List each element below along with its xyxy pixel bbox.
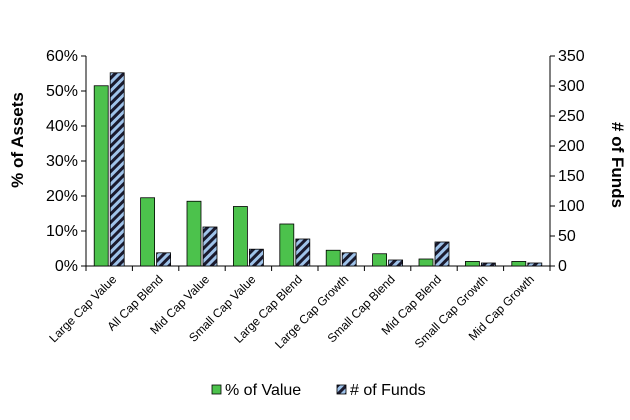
right-tick-label: 50 [558, 228, 576, 245]
bar-num-funds [527, 262, 543, 267]
bar-num-funds [109, 72, 125, 267]
bar-num-funds [202, 226, 218, 267]
bar-pct-value [418, 258, 434, 267]
right-tick-label: 350 [558, 48, 585, 65]
right-tick-label: 200 [558, 138, 585, 155]
bar-pct-value [186, 200, 202, 267]
bar-num-funds [480, 262, 496, 267]
right-tick-label: 150 [558, 168, 585, 185]
left-tick-label: 40% [46, 118, 78, 135]
bar-pct-value [464, 261, 480, 267]
right-tick-label: 100 [558, 198, 585, 215]
right-tick-label: 300 [558, 78, 585, 95]
bar-num-funds [434, 241, 450, 267]
bar-pct-value [279, 223, 295, 267]
bar-pct-value [325, 249, 341, 267]
left-tick-label: 10% [46, 223, 78, 240]
legend-swatch-pct-value [211, 384, 222, 395]
legend-label-num-funds: # of Funds [350, 382, 426, 399]
bar-num-funds [341, 252, 357, 267]
legend-swatch-num-funds [336, 384, 347, 395]
bar-pct-value [511, 261, 527, 267]
x-tick-label: Large Cap Value [46, 272, 119, 345]
right-tick-label: 250 [558, 108, 585, 125]
bar-num-funds [295, 238, 311, 267]
left-tick-label: 20% [46, 188, 78, 205]
left-axis-title: % of Assets [8, 92, 27, 188]
left-tick-label: 30% [46, 153, 78, 170]
left-tick-label: 50% [46, 83, 78, 100]
right-axis-title: # of Funds [608, 122, 627, 208]
bar-num-funds [248, 248, 264, 267]
bar-pct-value [232, 206, 248, 267]
legend: % of Value # of Funds [211, 382, 426, 399]
plot-area: 0% 10% 20% 30% 40% 50% 60% 0 50 100 150 200 250 300 35… [46, 48, 585, 351]
legend-label-pct-value: % of Value [225, 382, 301, 399]
bar-pct-value [140, 197, 156, 267]
right-tick-label: 0 [558, 258, 567, 275]
bar-pct-value [372, 253, 388, 267]
bar-num-funds [388, 259, 404, 267]
left-tick-label: 60% [46, 48, 78, 65]
bar-num-funds [156, 252, 172, 267]
bar-pct-value [93, 85, 109, 267]
left-tick-label: 0% [55, 258, 78, 275]
